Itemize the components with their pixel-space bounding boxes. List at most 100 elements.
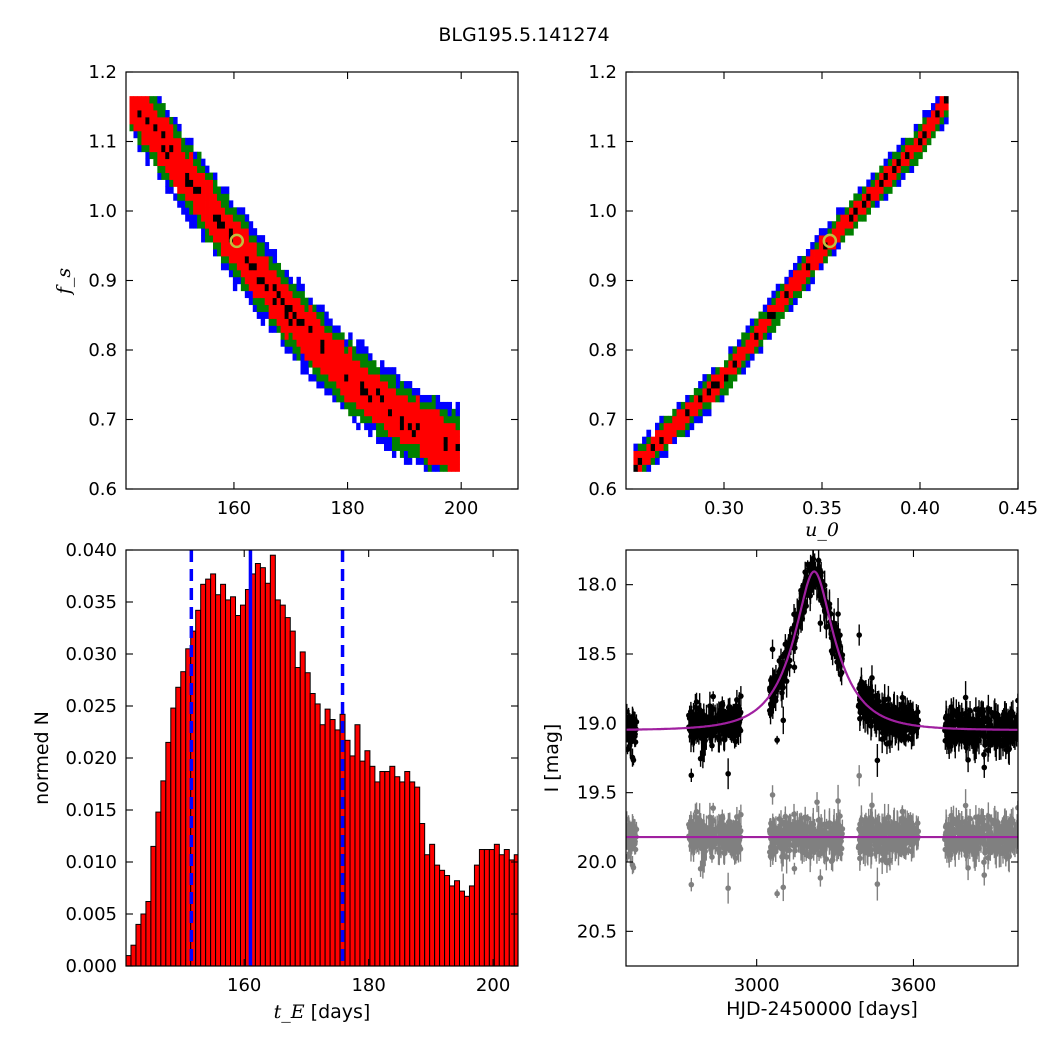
region-cell	[396, 388, 400, 395]
region-cell	[133, 117, 137, 124]
region-cell	[261, 263, 265, 270]
region-cell	[810, 249, 815, 256]
region-cell	[672, 437, 677, 444]
ylabel-fs: f_s	[53, 268, 75, 297]
region-cell	[914, 145, 919, 152]
region-cell	[249, 291, 253, 298]
data-point	[689, 772, 695, 778]
region-cell	[879, 166, 884, 173]
residual-point	[732, 847, 738, 853]
region-cell	[300, 332, 304, 339]
region-cell	[328, 346, 332, 353]
region-cell	[424, 444, 428, 451]
region-cell	[780, 291, 785, 298]
region-cell	[797, 270, 802, 277]
region-cell	[193, 186, 197, 193]
region-cell	[715, 374, 720, 381]
region-cell	[428, 409, 432, 416]
x-tick-label: 0.35	[802, 498, 842, 519]
region-cell	[312, 332, 316, 339]
region-cell	[384, 416, 388, 423]
region-cell	[300, 367, 304, 374]
region-cell	[181, 152, 185, 159]
data-point	[780, 718, 786, 724]
region-cell	[257, 256, 261, 263]
region-cell	[289, 339, 293, 346]
region-cell	[141, 117, 145, 124]
region-cell	[328, 353, 332, 360]
region-cell	[352, 388, 356, 395]
region-cell	[360, 360, 364, 367]
region-cell	[404, 458, 408, 465]
region-cell	[784, 277, 789, 284]
region-cell	[281, 270, 285, 277]
region-cell	[767, 312, 772, 319]
region-cell	[185, 152, 189, 159]
region-cell	[201, 214, 205, 221]
region-cell	[181, 186, 185, 193]
residual-point	[989, 817, 995, 823]
histogram-bar	[415, 787, 420, 966]
region-cell	[420, 444, 424, 451]
region-cell	[707, 402, 712, 409]
residual-point	[722, 851, 728, 857]
region-cell	[281, 305, 285, 312]
region-cell	[241, 249, 245, 256]
region-cell	[285, 277, 289, 284]
region-cell	[849, 200, 854, 207]
region-cell	[201, 173, 205, 180]
histogram-bar	[280, 605, 285, 966]
region-cell	[185, 145, 189, 152]
region-cell	[237, 256, 241, 263]
region-cell	[316, 325, 320, 332]
region-cell	[293, 305, 297, 312]
region-cell	[233, 256, 237, 263]
region-cell	[348, 360, 352, 367]
histogram-bar	[126, 956, 131, 966]
region-cell	[384, 423, 388, 430]
region-cell	[285, 291, 289, 298]
region-cell	[205, 186, 209, 193]
region-cell	[746, 325, 751, 332]
region-cell	[245, 291, 249, 298]
region-cell	[197, 207, 201, 214]
region-cell	[866, 180, 871, 187]
region-cell	[285, 325, 289, 332]
region-cell	[285, 305, 289, 312]
region-cell	[177, 193, 181, 200]
region-cell	[384, 437, 388, 444]
region-cell	[914, 159, 919, 166]
region-cell	[336, 353, 340, 360]
region-cell	[376, 423, 380, 430]
region-cell	[289, 277, 293, 284]
region-cell	[901, 145, 906, 152]
region-cell	[424, 464, 428, 471]
region-cell	[241, 207, 245, 214]
region-cell	[137, 131, 141, 138]
region-cell	[412, 437, 416, 444]
region-cell	[157, 173, 161, 180]
region-cell	[741, 367, 746, 374]
region-cell	[225, 193, 229, 200]
region-cell	[281, 291, 285, 298]
region-cell	[884, 166, 889, 173]
histogram-bar	[335, 730, 340, 966]
region-cell	[304, 339, 308, 346]
data-point	[693, 704, 699, 710]
region-cell	[273, 298, 277, 305]
region-cell	[927, 117, 932, 124]
region-cell	[412, 430, 416, 437]
region-cell	[392, 416, 396, 423]
region-cell	[201, 228, 205, 235]
region-cell	[711, 367, 716, 374]
region-cell	[173, 193, 177, 200]
region-cell	[651, 437, 656, 444]
region-cell	[396, 437, 400, 444]
residual-point	[791, 811, 797, 817]
region-cell	[217, 242, 221, 249]
region-cell	[312, 312, 316, 319]
region-cell	[281, 325, 285, 332]
region-cell	[935, 96, 940, 103]
residual-point	[1000, 845, 1006, 851]
region-cell	[901, 159, 906, 166]
